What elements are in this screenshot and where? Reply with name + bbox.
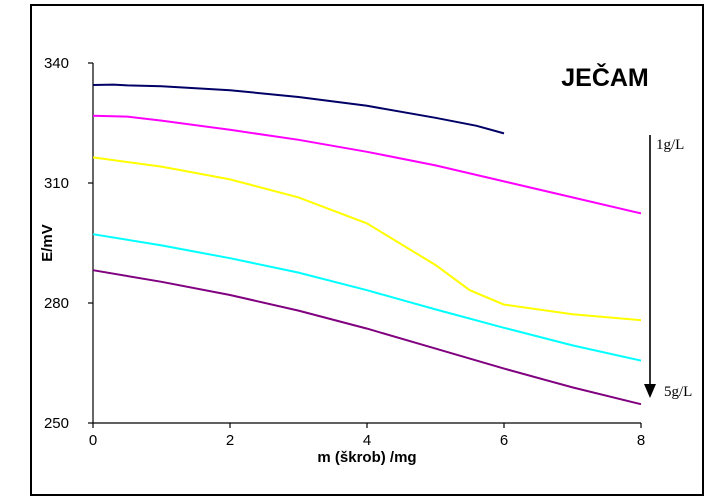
y-tick-label: 340 xyxy=(44,55,69,72)
x-axis-title: m (škrob) /mg xyxy=(317,449,416,466)
x-tick-marks xyxy=(92,423,642,428)
x-tick-label: 8 xyxy=(637,432,645,449)
x-tick-label: 4 xyxy=(363,432,371,449)
x-tick-label: 6 xyxy=(500,432,508,449)
x-tick-label: 2 xyxy=(226,432,234,449)
y-tick-label: 310 xyxy=(44,175,69,192)
chart-title: JEČAM xyxy=(561,62,649,92)
annotation-1g-l: 1g/L xyxy=(656,137,684,153)
y-tick-label: 280 xyxy=(44,295,69,312)
series-line-5 xyxy=(92,269,642,406)
y-tick-marks xyxy=(88,62,93,424)
concentration-arrow-head xyxy=(644,384,656,398)
series-line-3 xyxy=(92,156,642,322)
series-line-1 xyxy=(92,83,505,135)
y-tick-label: 250 xyxy=(44,415,69,432)
series-line-4 xyxy=(92,233,642,362)
y-axis-title: E/mV xyxy=(39,224,56,262)
series-line-2 xyxy=(92,114,642,215)
x-tick-label: 0 xyxy=(89,432,97,449)
annotation-5g-l: 5g/L xyxy=(664,384,692,400)
